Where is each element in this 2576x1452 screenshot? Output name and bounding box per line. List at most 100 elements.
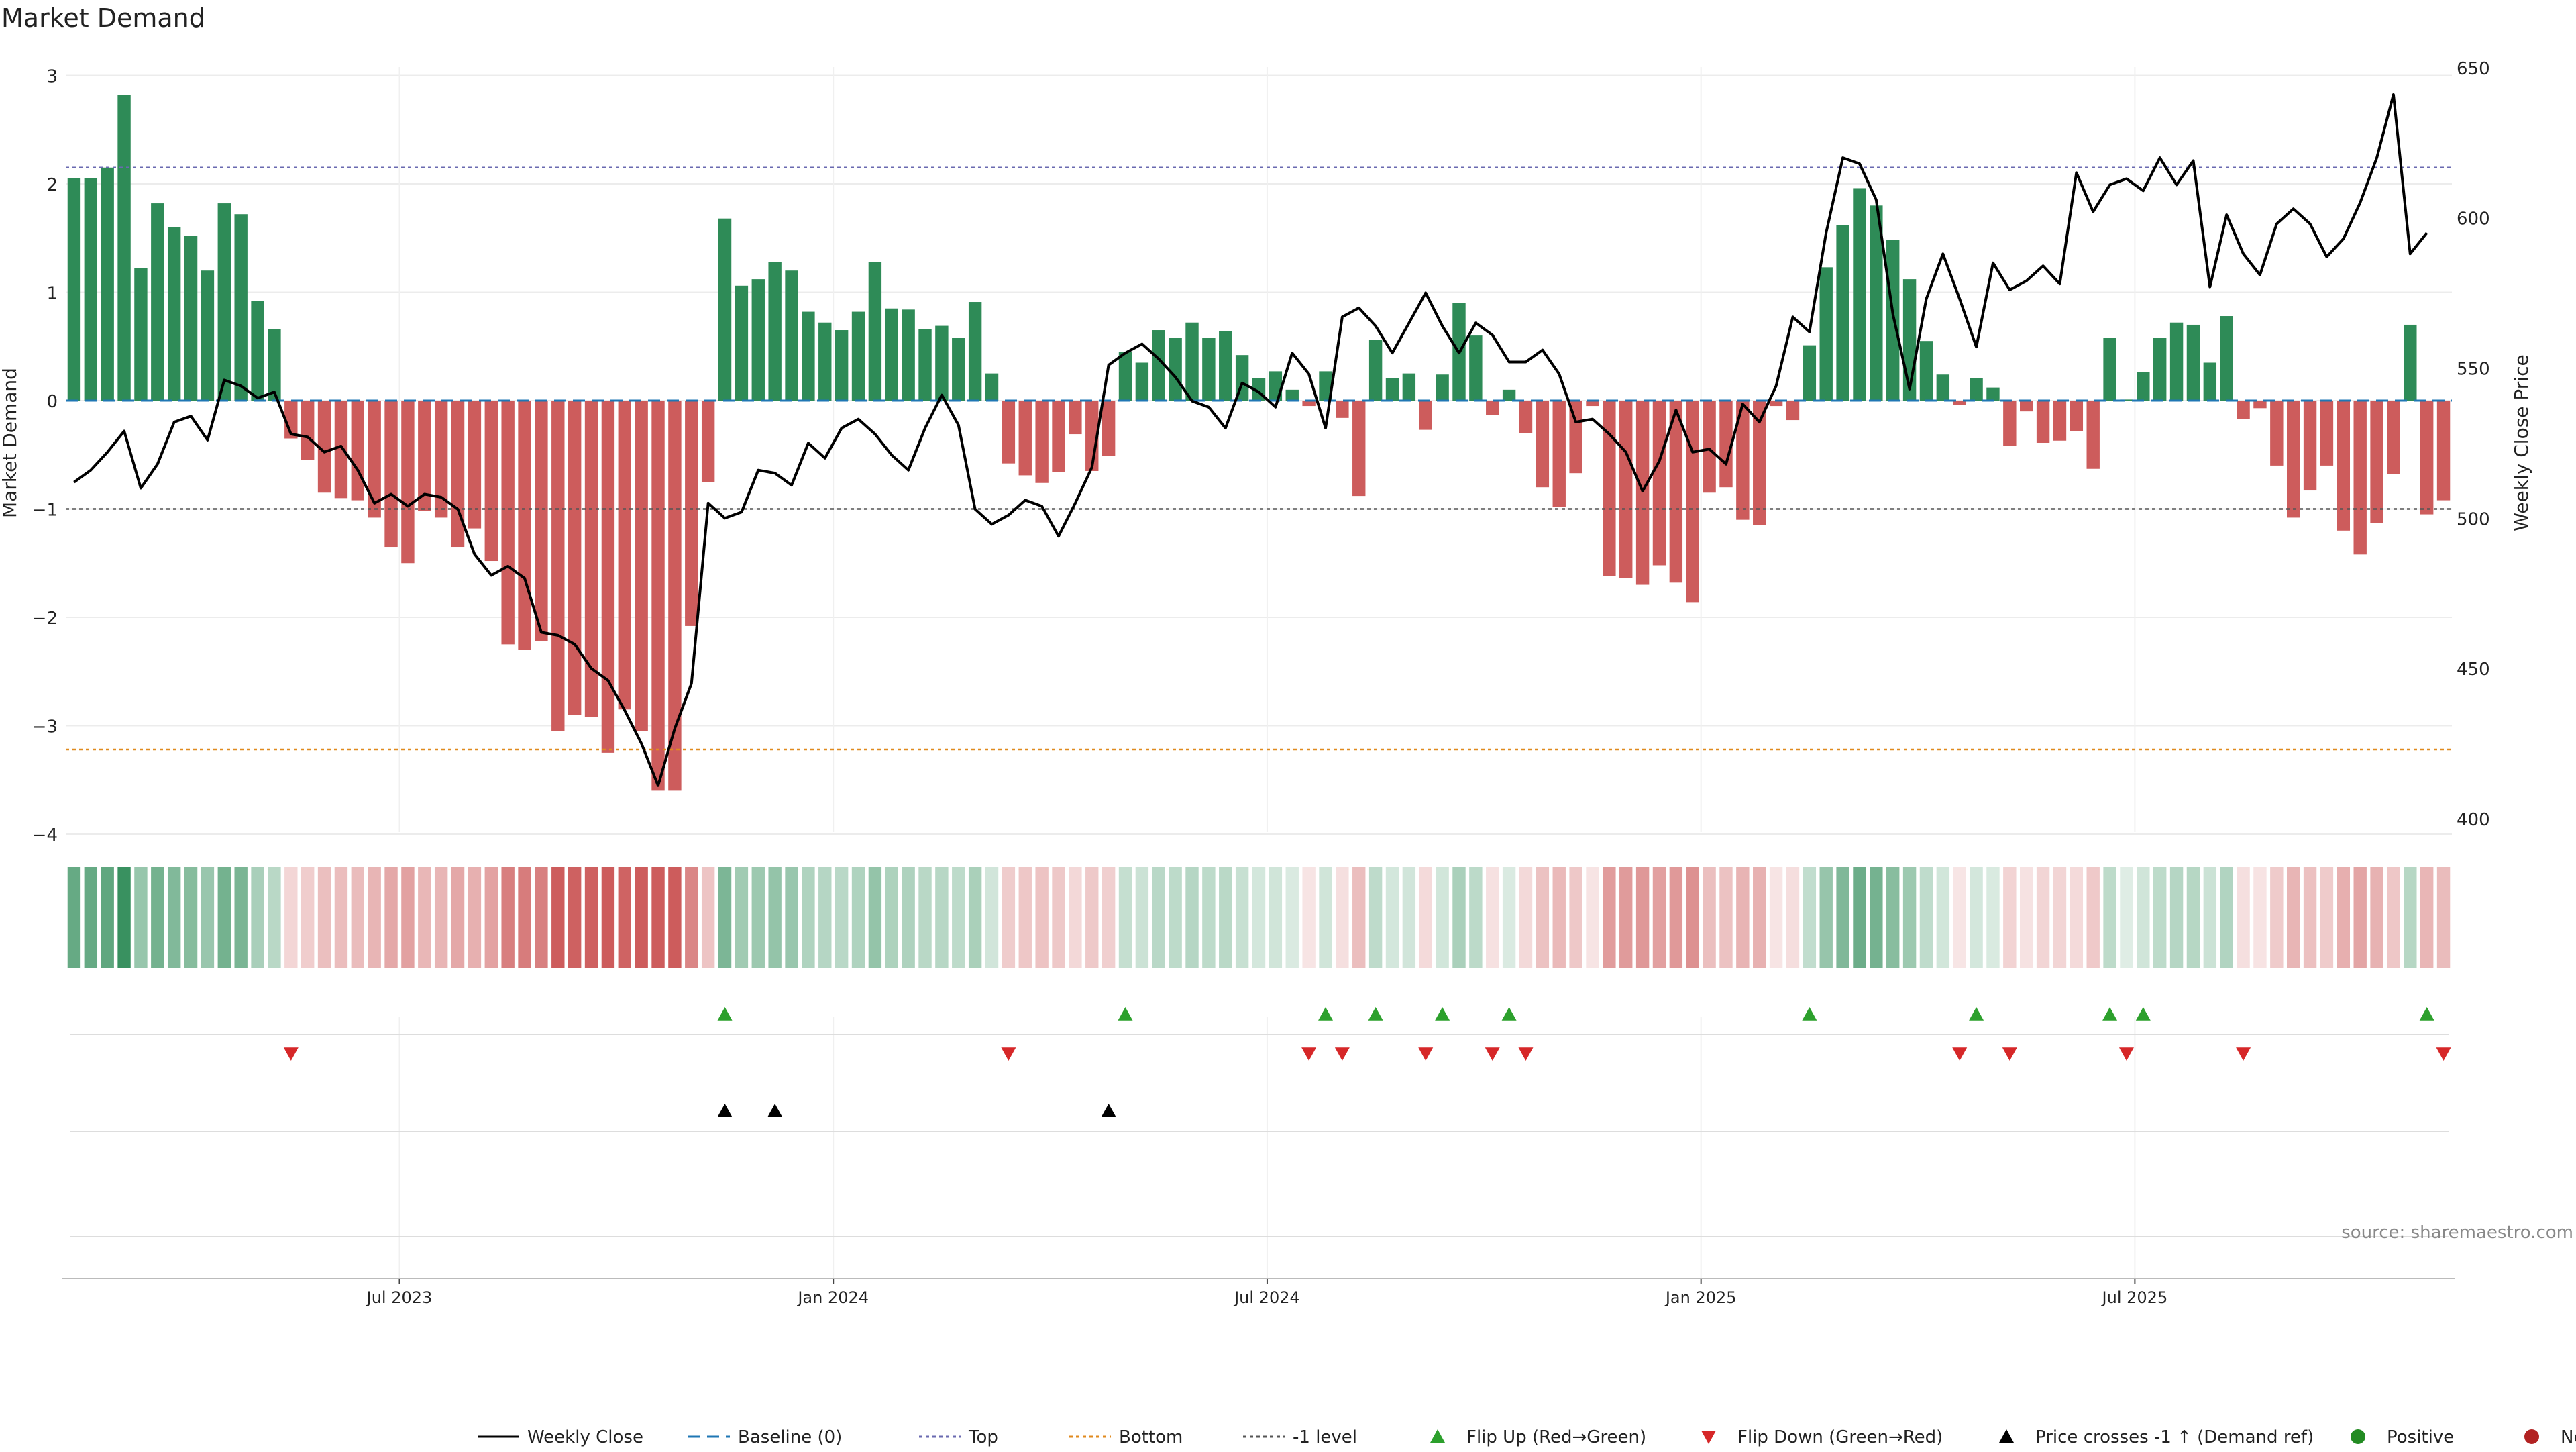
heat-cell (551, 867, 565, 968)
heat-cell (1736, 867, 1750, 968)
heat-cell (1753, 867, 1766, 968)
demand-bar (2053, 401, 2067, 441)
heat-cell (2153, 867, 2167, 968)
demand-bar (1803, 345, 1817, 401)
heat-cell (2137, 867, 2150, 968)
legend-label: Flip Down (Green→Red) (1737, 1427, 1943, 1447)
flip-down-marker (2118, 1047, 2134, 1061)
heat-cell (1652, 867, 1666, 968)
y-tick-label: 2 (46, 175, 58, 195)
heat-cell (1002, 867, 1016, 968)
heat-cell (1052, 867, 1065, 968)
heat-cell (284, 867, 298, 968)
legend-label: Weekly Close (527, 1427, 643, 1447)
heat-cell (2070, 867, 2084, 968)
heat-cell (1452, 867, 1466, 968)
heat-cell (1285, 867, 1299, 968)
demand-bar (868, 262, 882, 401)
demand-bar (1953, 401, 1966, 405)
y2-tick-label: 650 (2457, 59, 2490, 79)
heat-cell (2370, 867, 2383, 968)
heat-cell (835, 867, 849, 968)
flip-up-marker (2135, 1007, 2151, 1021)
heat-cell (2253, 867, 2267, 968)
heat-cell (2169, 867, 2184, 968)
heat-cell (1502, 867, 1516, 968)
heat-cell (384, 867, 398, 968)
heat-cell (568, 867, 582, 968)
x-tick-label: Jul 2025 (2101, 1288, 2168, 1307)
flip-down-marker (283, 1047, 299, 1061)
y-tick-label: −1 (32, 501, 58, 521)
heat-cell (2053, 867, 2067, 968)
heat-cell (618, 867, 631, 968)
heat-cell (301, 867, 315, 968)
heat-cell (868, 867, 882, 968)
heat-cell (651, 867, 665, 968)
heat-cell (2404, 867, 2417, 968)
demand-bar (685, 401, 698, 626)
heat-cell (134, 867, 148, 968)
heat-cell (1853, 867, 1866, 968)
demand-bar (1118, 352, 1132, 401)
heat-cell (1703, 867, 1716, 968)
demand-bar (1635, 401, 1650, 585)
heat-cell (768, 867, 782, 968)
heat-cell (2353, 867, 2367, 968)
heat-cell (902, 867, 915, 968)
demand-bar (1786, 401, 1800, 421)
heat-cell (1803, 867, 1817, 968)
heat-cell (1169, 867, 1182, 968)
heat-cell (1719, 867, 1733, 968)
demand-bar (1336, 401, 1349, 418)
demand-bar (67, 178, 81, 401)
demand-bar (1402, 373, 1416, 401)
heat-cell (1686, 867, 1699, 968)
heat-cell (985, 867, 999, 968)
demand-bar (2387, 401, 2400, 474)
heat-cell (701, 867, 715, 968)
axes-layer: 3 2 1 0 −1 −2 −3 −4 650 600 550 500 450 400 Jul 2023 Ja… (32, 59, 2490, 1307)
demand-bar (518, 401, 531, 650)
heat-cell (1269, 867, 1283, 968)
demand-bar (2237, 401, 2250, 419)
heat-cell (735, 867, 749, 968)
demand-bar (651, 401, 665, 791)
demand-bar (351, 401, 364, 501)
heat-cell (1486, 867, 1499, 968)
demand-bar (1769, 401, 1783, 407)
demand-bar (1619, 401, 1633, 578)
flip-up-marker (2102, 1007, 2118, 1021)
demand-bar (468, 401, 482, 529)
heat-cell (2086, 867, 2100, 968)
demand-bar (217, 203, 231, 401)
flip-down-marker (1518, 1047, 1534, 1061)
demand-bar (718, 218, 732, 401)
heat-cell (1552, 867, 1566, 968)
heat-cell (1018, 867, 1032, 968)
heat-strip-layer (67, 867, 2451, 968)
demand-bar (1486, 401, 1499, 415)
legend-label: Top (968, 1427, 998, 1447)
legend-label: Bottom (1119, 1427, 1183, 1447)
heat-cell (1436, 867, 1449, 968)
heat-cell (1085, 867, 1099, 968)
heat-cell (885, 867, 898, 968)
demand-bar (2203, 362, 2217, 401)
heat-cell (317, 867, 331, 968)
demand-bar (1853, 188, 1866, 401)
demand-bar (1135, 362, 1149, 401)
demand-bar (2103, 338, 2116, 401)
heat-cell (1402, 867, 1416, 968)
heat-cell (1669, 867, 1683, 968)
legend-label: Price crosses -1 ↑ (Demand ref) (2035, 1427, 2314, 1447)
demand-bar (2120, 399, 2133, 401)
legend-item-tri-black: Price crosses -1 ↑ (Demand ref) (1999, 1427, 2314, 1447)
source-note: source: sharemaestro.com (2341, 1223, 2573, 1243)
demand-bar (2286, 401, 2300, 518)
heat-cell (2120, 867, 2133, 968)
demand-bar (1052, 401, 1065, 472)
heat-cell (1519, 867, 1533, 968)
demand-bar (434, 401, 448, 518)
demand-bar (1018, 401, 1032, 476)
